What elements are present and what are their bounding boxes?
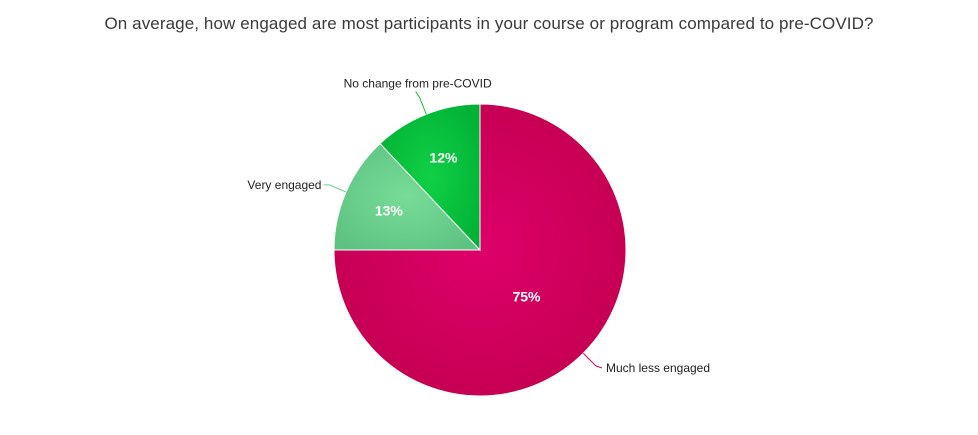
- slice-value-label: 13%: [375, 203, 404, 219]
- slice-category-label: Very engaged: [247, 178, 321, 192]
- pie-slice-no-change-from-pre-covid: [379, 103, 481, 252]
- callout-line: [582, 352, 603, 369]
- slice-category-label: No change from pre-COVID: [344, 77, 492, 91]
- slice-value-label: 12%: [429, 150, 458, 166]
- callout-line: [323, 184, 347, 193]
- callout-line: [415, 91, 427, 115]
- slice-value-label: 75%: [512, 288, 541, 304]
- chart-title: On average, how engaged are most partici…: [104, 14, 874, 33]
- slice-category-label: Much less engaged: [606, 361, 710, 375]
- pie-slice-very-engaged: [333, 142, 482, 251]
